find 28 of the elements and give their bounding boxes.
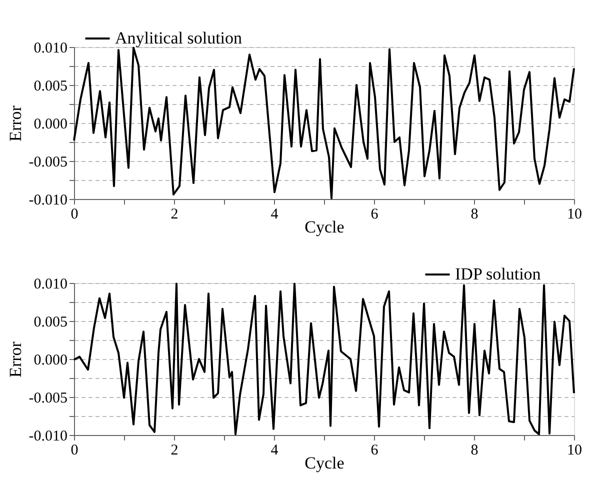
- y-tick-label: -0.010: [28, 428, 68, 444]
- x-tick-label: 10: [567, 206, 582, 222]
- y-tick-label: -0.005: [28, 390, 68, 406]
- x-axis-title: Cycle: [304, 454, 344, 472]
- x-tick-label: 6: [370, 206, 379, 222]
- y-tick-label: 0.000: [34, 116, 68, 132]
- y-axis-title: Error: [6, 105, 25, 142]
- x-tick-label: 4: [270, 206, 279, 222]
- legend-label: Anylitical solution: [115, 28, 243, 48]
- x-tick-label: 2: [170, 206, 178, 222]
- y-tick-label: -0.010: [28, 192, 68, 208]
- x-tick-label: 8: [470, 206, 478, 222]
- x-tick-label: 6: [370, 442, 379, 458]
- x-tick-label: 8: [470, 442, 478, 458]
- x-tick-label: 0: [70, 206, 78, 222]
- y-tick-label: -0.005: [28, 154, 68, 170]
- y-tick-label: 0.005: [34, 314, 68, 330]
- x-tick-label: 2: [170, 442, 178, 458]
- x-tick-label: 10: [567, 442, 582, 458]
- y-tick-label: 0.010: [34, 276, 68, 292]
- y-tick-label: 0.000: [34, 352, 68, 368]
- x-axis-title: Cycle: [304, 218, 344, 236]
- y-tick-label: 0.005: [34, 78, 68, 94]
- y-tick-label: 0.010: [34, 40, 68, 56]
- x-tick-label: 0: [70, 442, 78, 458]
- y-axis-title: Error: [6, 341, 25, 378]
- legend-label: IDP solution: [455, 264, 542, 284]
- x-tick-label: 4: [270, 442, 279, 458]
